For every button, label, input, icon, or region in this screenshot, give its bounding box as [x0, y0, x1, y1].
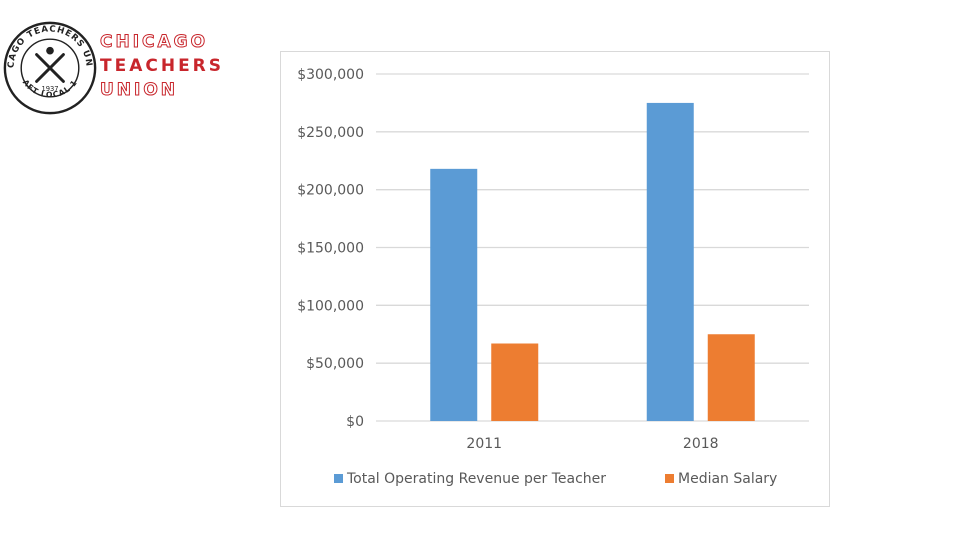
- y-tick-label: $250,000: [297, 125, 364, 141]
- union-seal-icon: CHICAGO TEACHERS UNION AFT LOCAL 1 1937: [2, 20, 97, 115]
- y-tick-label: $0: [346, 414, 364, 430]
- y-tick-label: $300,000: [297, 67, 364, 83]
- legend-label: Median Salary: [678, 471, 777, 487]
- bars: [430, 102, 755, 421]
- legend-swatch: [334, 474, 343, 483]
- union-wordmark: CHICAGO TEACHERS UNION: [99, 30, 225, 102]
- wordmark-line-2: TEACHERS: [100, 56, 225, 76]
- seal-top-text: CHICAGO TEACHERS UNION: [2, 20, 93, 69]
- svg-text:CHICAGO TEACHERS UNION: CHICAGO TEACHERS UNION: [2, 20, 94, 69]
- bar-2018-series-1: [707, 334, 755, 421]
- legend: Total Operating Revenue per Teacher Media…: [334, 471, 777, 487]
- x-tick-label: 2018: [683, 436, 719, 452]
- y-tick-label: $200,000: [297, 183, 364, 199]
- chicago-teachers-union-logo: CHICAGO TEACHERS UNION AFT LOCAL 1 1937 …: [0, 16, 230, 126]
- torch-tools-icon: [35, 46, 65, 83]
- legend-label: Total Operating Revenue per Teacher: [346, 471, 606, 487]
- y-axis-tick-labels: $0 $50,000 $100,000 $150,000 $200,000 $250,00…: [297, 67, 364, 430]
- bar-2018-series-0: [646, 102, 694, 421]
- bar-chart: $0 $50,000 $100,000 $150,000 $200,000 $250,00…: [297, 67, 809, 487]
- legend-swatch: [665, 474, 674, 483]
- y-tick-label: $150,000: [297, 241, 364, 257]
- seal-year: 1937: [41, 85, 58, 93]
- y-tick-label: $50,000: [306, 356, 364, 372]
- x-tick-label: 2011: [466, 436, 502, 452]
- bar-2011-series-1: [491, 343, 539, 421]
- y-tick-label: $100,000: [297, 298, 364, 314]
- wordmark-line-1: CHICAGO: [99, 32, 209, 53]
- x-axis-tick-labels: 2011 2018: [466, 436, 718, 452]
- wordmark-line-3: UNION: [99, 80, 179, 101]
- bar-2011-series-0: [430, 168, 478, 421]
- chart-area: $0 $50,000 $100,000 $150,000 $200,000 $250,00…: [280, 51, 830, 507]
